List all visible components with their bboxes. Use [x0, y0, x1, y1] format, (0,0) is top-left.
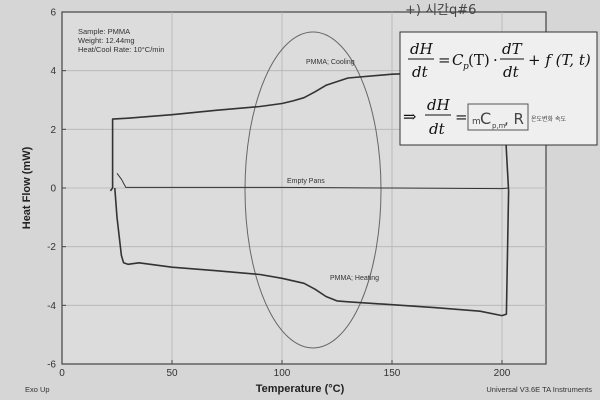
y-tick-label: -6 — [47, 360, 56, 371]
axis-ticks: 0 50 100 150 200 6 4 2 0 -2 -4 -6 — [47, 8, 511, 380]
hand-R: , R — [504, 110, 524, 128]
hand-note: 온도변화 속도 — [531, 115, 567, 123]
x-tick-label: 100 — [274, 368, 291, 379]
eq-f-term: + f (T, t) — [528, 51, 591, 69]
eq-equals2: = — [455, 108, 468, 126]
y-tick-label: -2 — [47, 242, 56, 253]
eq-dT: dT — [502, 40, 523, 58]
eq-dt3: dt — [429, 120, 446, 138]
series-heating-line — [114, 187, 510, 317]
x-tick-label: 50 — [166, 368, 178, 379]
eq-cp: C — [452, 51, 464, 69]
eq-dH: dH — [410, 40, 434, 58]
footer-exo-up: Exo Up — [25, 385, 50, 394]
series-empty-pans-line — [116, 173, 509, 190]
eq-dt: dt — [412, 63, 429, 81]
annotation-heating: PMMA; Heating — [330, 275, 379, 282]
y-tick-label: 2 — [50, 125, 56, 136]
hand-sub: p,m — [492, 122, 506, 130]
hand-C: C — [480, 109, 491, 128]
highlight-ellipse — [244, 31, 382, 349]
y-tick-label: -4 — [47, 301, 56, 312]
footer-instrument: Universal V3.6E TA Instruments — [486, 385, 592, 394]
y-tick-label: 0 — [50, 184, 56, 195]
handwritten-note-top: +) 시간q#6 — [405, 3, 476, 18]
equation-box: dH dt = C p (T) · dT dt + f (T, t) ⇒ dH … — [399, 31, 598, 146]
sample-info-line: Sample: PMMA — [78, 27, 130, 36]
sample-info-line: Weight: 12.44mg — [78, 36, 135, 45]
eq-implies: ⇒ — [403, 107, 416, 126]
y-axis-label: Heat Flow (mW) — [21, 146, 33, 229]
eq-dot: · — [493, 51, 498, 69]
equation-frame — [399, 31, 598, 146]
y-tick-label: 4 — [50, 66, 56, 77]
eq-T-arg: (T) — [468, 51, 490, 69]
hand-m: m — [472, 117, 481, 127]
eq-cp-sub: p — [463, 62, 469, 72]
eq-dt2: dt — [503, 63, 520, 81]
x-tick-label: 0 — [59, 368, 65, 379]
handwritten-box — [467, 103, 529, 131]
annotation-cooling: PMMA; Cooling — [306, 59, 355, 66]
x-axis-label: Temperature (°C) — [256, 383, 345, 395]
x-tick-label: 200 — [494, 368, 511, 379]
eq-dH2: dH — [427, 96, 451, 114]
sample-info-line: Heat/Cool Rate: 10°C/min — [78, 45, 164, 54]
eq-equals: = — [438, 51, 451, 69]
y-tick-label: 6 — [50, 8, 56, 19]
x-tick-label: 150 — [384, 368, 401, 379]
annotation-empty-pans: Empty Pans — [287, 178, 325, 185]
